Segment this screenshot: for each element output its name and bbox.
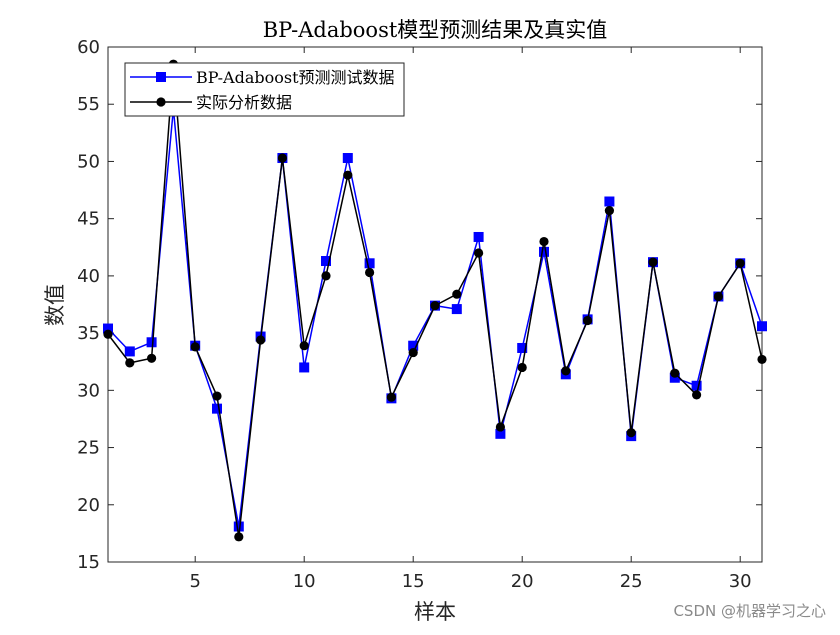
data-point-circle (234, 532, 244, 542)
series-layer (103, 59, 767, 542)
y-tick-label: 35 (77, 323, 100, 344)
data-point-circle (343, 170, 353, 180)
x-axis-label: 样本 (414, 600, 456, 624)
data-point-circle (212, 391, 222, 401)
data-point-square (146, 337, 157, 348)
y-tick-label: 25 (77, 438, 100, 459)
data-point-square (124, 346, 135, 357)
data-point-circle (147, 353, 157, 363)
data-point-square (299, 362, 310, 373)
data-point-circle (561, 366, 571, 376)
data-point-circle (365, 267, 375, 278)
data-point-circle (517, 362, 527, 373)
data-point-circle (626, 428, 636, 438)
watermark-text: CSDN @机器学习之心 (673, 602, 826, 620)
data-point-circle (735, 258, 745, 268)
y-axis-label: 数值 (43, 284, 67, 326)
data-point-square (604, 196, 615, 207)
y-tick-label: 40 (77, 266, 100, 287)
y-ticks: 15 20 25 30 35 40 45 50 55 60 (77, 37, 762, 573)
x-tick-label: 15 (402, 571, 425, 592)
data-point-square (233, 521, 244, 532)
data-point-circle (256, 335, 266, 345)
x-ticks: 5 10 15 20 25 30 (189, 47, 752, 592)
data-point-circle (386, 392, 396, 402)
data-point-circle (430, 301, 440, 311)
data-point-circle (604, 206, 615, 216)
x-tick-label: 25 (620, 571, 643, 592)
y-tick-label: 30 (77, 380, 100, 401)
chart-title: BP-Adaboost模型预测结果及真实值 (263, 18, 608, 42)
data-point-square (473, 231, 484, 242)
x-tick-label: 10 (293, 571, 316, 592)
legend-box (124, 62, 405, 117)
legend: BP-Adaboost预测测试数据 实际分析数据 (124, 62, 405, 117)
y-tick-label: 50 (77, 151, 100, 172)
data-point-circle (539, 236, 549, 247)
y-tick-label: 45 (77, 209, 100, 230)
data-point-circle (452, 289, 462, 299)
y-tick-label: 20 (77, 495, 100, 516)
data-point-square (364, 258, 375, 269)
data-point-square (103, 323, 113, 334)
data-point-circle (648, 257, 658, 267)
legend-marker-actual (156, 97, 166, 107)
data-point-square (342, 153, 353, 164)
legend-marker-predicted (156, 72, 166, 82)
data-point-circle (190, 342, 200, 352)
data-point-circle (692, 390, 702, 400)
data-point-circle (474, 248, 484, 258)
data-point-circle (103, 329, 113, 339)
data-point-circle (125, 358, 135, 368)
data-point-square (321, 256, 331, 267)
data-point-square (691, 380, 702, 391)
data-point-square (757, 321, 767, 332)
data-point-circle (757, 354, 767, 365)
x-tick-label: 20 (511, 571, 534, 592)
data-point-circle (321, 271, 331, 281)
data-point-square (408, 340, 419, 351)
data-point-circle (583, 315, 593, 326)
y-tick-label: 15 (77, 552, 100, 573)
data-point-circle (495, 422, 505, 432)
data-point-circle (670, 368, 680, 378)
data-point-square (539, 246, 549, 257)
data-point-square (517, 342, 528, 353)
data-point-square (495, 428, 506, 439)
legend-label-predicted: BP-Adaboost预测测试数据 (196, 68, 395, 87)
x-tick-label: 30 (729, 571, 752, 592)
data-point-circle (408, 347, 418, 358)
x-tick-label: 5 (189, 571, 200, 592)
y-tick-label: 55 (77, 94, 100, 115)
data-point-square (451, 304, 462, 315)
data-point-square (212, 403, 222, 414)
data-point-circle (277, 153, 287, 163)
data-point-circle (713, 291, 724, 302)
y-tick-label: 60 (77, 37, 100, 58)
data-point-circle (299, 341, 309, 351)
legend-label-actual: 实际分析数据 (196, 93, 292, 112)
